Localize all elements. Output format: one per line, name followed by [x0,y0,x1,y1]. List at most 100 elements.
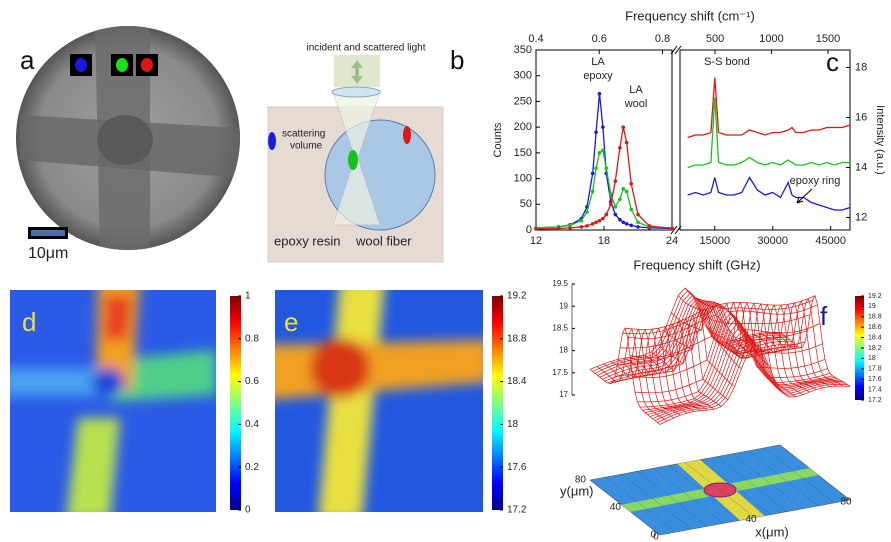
colorbar [492,296,503,510]
data-point [629,224,633,228]
colorbar-tick-label: 17.2 [507,505,527,516]
data-point [601,148,605,152]
x-tick-label: 45000 [815,235,846,247]
y-axis-title: Intensity (a.u.) [874,105,886,175]
annotation: epoxy [583,70,613,82]
colorbar [230,296,241,510]
y-tick-label: 0 [526,224,532,236]
colorbar-tick-label: 17.4 [868,386,882,393]
y-tick-label: 18 [855,61,867,73]
panel-label: d [22,307,36,337]
colorbar-tick-label: 19.2 [868,293,882,300]
data-point [625,222,629,226]
colorbar-tick-label: 18 [507,419,519,430]
x-tick-label: 18 [598,235,610,247]
data-point [598,151,602,155]
annotation: LA [629,84,643,96]
x-tick-label: 24 [666,235,678,247]
x2-tick-label: 0.8 [655,33,670,45]
data-point [621,220,625,224]
data-point [618,146,622,150]
panel-f: f 17.217.417.617.81818.218.418.618.81919… [552,279,881,542]
z-tick-label: 19 [559,301,568,310]
y-axis-title: Counts [492,122,504,157]
y-tick-label: 350 [514,44,532,56]
spectrum-line [536,94,672,229]
data-point [614,179,618,183]
data-point [591,172,595,176]
colorbar-tick-label: 19 [868,303,876,310]
data-point [585,224,589,228]
colorbar-tick-label: 0.6 [245,376,259,387]
data-point [636,213,640,217]
colorbar-tick-label: 18.4 [507,376,527,387]
x2-tick-label: 1000 [759,33,783,45]
y-tick-label: 50 [520,198,532,210]
surface-mesh [590,328,660,424]
x-axis-title: x(μm) [755,524,788,539]
colorbar-tick-label: 17.6 [507,462,527,473]
y-tick-label: 40 [610,502,622,513]
annotation: wool [624,98,648,110]
x-tick-label: 80 [840,497,852,508]
x2-tick-label: 0.6 [592,33,607,45]
data-point [621,125,625,129]
panel-d: d [0,280,241,520]
figure: a 10μm incident and scattered light scat… [0,0,891,542]
data-point [594,220,598,224]
spot [348,150,358,170]
annotation: epoxy ring [790,175,841,187]
x-tick-label: 15000 [699,235,730,247]
y-tick-label: 300 [514,70,532,82]
x-tick-label: 30000 [757,235,788,247]
annotation: LA [591,56,605,68]
data-point [585,210,589,214]
data-point [598,92,602,96]
data-point [625,190,629,194]
z-tick-label: 17 [559,390,568,399]
data-point [614,205,618,209]
data-point [604,166,608,170]
scale-bar-label: 10μm [28,245,68,262]
spectrum-line [536,150,672,228]
colorbar-tick-label: 18 [868,355,876,362]
caption: volume [290,141,323,152]
x-tick-label: 12 [530,235,542,247]
caption: scattering [282,129,325,140]
data-point [618,197,622,201]
panel-e: e [265,280,503,520]
panel-a: a 10μm [16,20,240,262]
spectrum-line [688,78,850,138]
y-tick-label: 0 [650,530,656,541]
data-point [601,217,605,221]
caption: incident and scattered light [307,43,426,54]
y-tick-label: 100 [514,172,532,184]
data-point [648,224,652,228]
y-tick-label: 150 [514,147,532,159]
annotation: S-S bond [704,56,750,68]
z-tick-label: 18 [559,346,568,355]
marker [141,58,153,72]
colorbar-tick-label: 18.8 [507,333,527,344]
heatmap [265,280,490,520]
y-tick-label: 200 [514,121,532,133]
data-point [636,220,640,224]
colorbar-tick-label: 17.2 [868,397,882,404]
data-point [629,182,633,186]
y-axis-title: y(μm) [560,483,593,498]
panel-label: f [820,301,828,331]
x2-tick-label: 1500 [816,33,840,45]
colorbar-tick-label: 0 [245,505,251,516]
marker [116,58,128,72]
data-point [591,190,595,194]
data-point [601,125,605,129]
data-point [636,225,640,229]
data-point [621,187,625,191]
data-point [618,218,622,222]
data-point [629,208,633,212]
y-tick-label: 12 [855,211,867,223]
x2-axis-title: Frequency shift (cm⁻¹) [625,8,755,23]
colorbar-tick-label: 17.8 [868,366,882,373]
data-point [568,226,572,230]
